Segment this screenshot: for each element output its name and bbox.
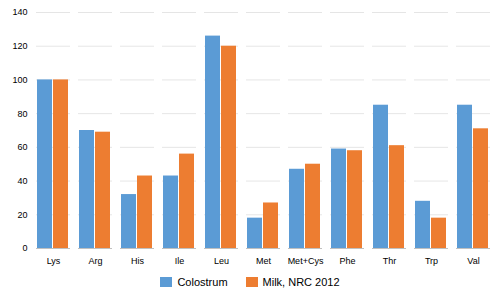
svg-text:Arg: Arg bbox=[88, 256, 102, 266]
svg-text:20: 20 bbox=[17, 210, 27, 220]
svg-text:Phe: Phe bbox=[339, 256, 355, 266]
html-text:Milk, NRC 2012: Milk, NRC 2012 bbox=[262, 276, 340, 288]
svg-text:40: 40 bbox=[17, 176, 27, 186]
svg-text:60: 60 bbox=[17, 142, 27, 152]
svg-text:120: 120 bbox=[12, 41, 27, 51]
svg-text:Thr: Thr bbox=[383, 256, 397, 266]
html-text:Colostrum: Colostrum bbox=[177, 276, 228, 288]
svg-text:Met+Cys: Met+Cys bbox=[288, 256, 324, 266]
svg-text:100: 100 bbox=[12, 75, 27, 85]
svg-text:140: 140 bbox=[12, 7, 27, 17]
svg-text:80: 80 bbox=[17, 109, 27, 119]
svg-text:Leu: Leu bbox=[214, 256, 229, 266]
svg-text:Trp: Trp bbox=[425, 256, 438, 266]
svg-text:Val: Val bbox=[467, 256, 479, 266]
svg-text:Ile: Ile bbox=[175, 256, 185, 266]
svg-text:Met: Met bbox=[256, 256, 272, 266]
svg-text:0: 0 bbox=[22, 243, 27, 253]
svg-text:Lys: Lys bbox=[47, 256, 61, 266]
svg-text:His: His bbox=[131, 256, 144, 266]
